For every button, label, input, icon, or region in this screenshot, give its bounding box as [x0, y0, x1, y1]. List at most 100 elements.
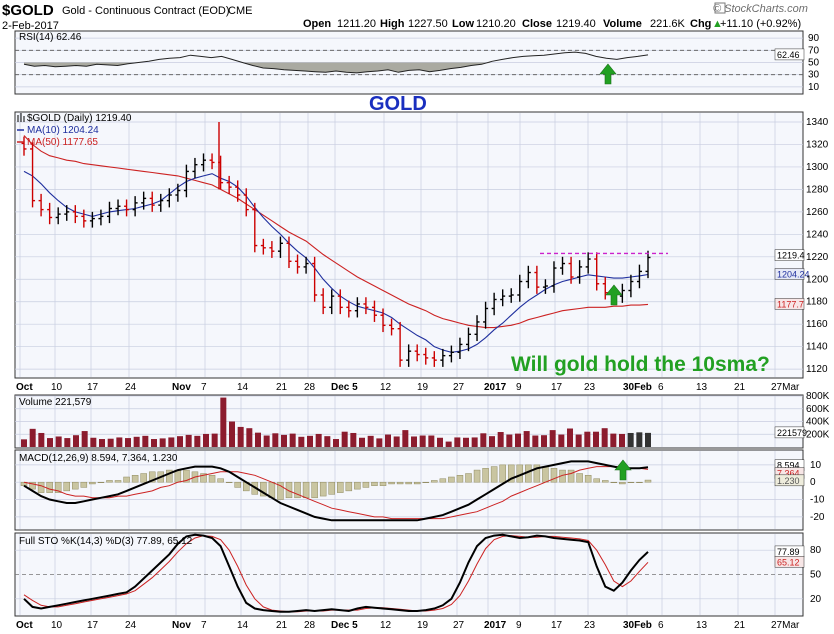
- price-x-tick-label: Nov: [172, 382, 191, 393]
- open-value: 1211.20: [337, 18, 376, 30]
- volume-bar: [523, 431, 530, 447]
- price-x-tick-label: 30Feb: [623, 382, 652, 393]
- macd-histogram-bar: [619, 481, 626, 485]
- ma10-legend: MA(10) 1204.24: [17, 125, 99, 136]
- volume-bar: [567, 428, 573, 447]
- macd-histogram-bar: [140, 473, 147, 483]
- ma50-legend: MA(50) 1177.65: [17, 137, 98, 148]
- macd-histogram-bar: [166, 469, 173, 483]
- volume-bar: [610, 433, 617, 447]
- sto-x-tick-label: 7: [201, 620, 207, 631]
- volume-bar: [99, 439, 105, 447]
- volume-tick-label: 800K: [806, 391, 830, 402]
- volume-bar: [38, 432, 45, 447]
- volume-bar: [515, 433, 521, 447]
- volume-bar: [333, 439, 339, 447]
- price-layer: 1219.4 1204.24 1177.7: [21, 121, 810, 367]
- macd-histogram-bar: [89, 481, 96, 485]
- macd-histogram-bar: [131, 475, 139, 483]
- macd-histogram-bar: [29, 481, 36, 490]
- price-x-tick-label: 21: [276, 382, 288, 393]
- price-tick-label: 1300: [806, 162, 829, 173]
- high-label: High: [380, 18, 405, 30]
- green-up-arrow-icon: [614, 459, 632, 481]
- sto-x-tick-label: 9: [516, 620, 522, 631]
- macd-histogram-bar: [362, 481, 370, 488]
- volume-bar: [29, 428, 36, 447]
- sto-k-line: [23, 533, 649, 613]
- volume-bar: [419, 435, 426, 447]
- macd-histogram-bar: [482, 468, 489, 483]
- volume-bar: [376, 438, 383, 447]
- volume-bar: [289, 433, 296, 447]
- rsi-layer: 62.46: [15, 48, 805, 76]
- sto-d-last-value: 65.12: [777, 557, 800, 567]
- macd-histogram-bar: [277, 481, 284, 500]
- volume-bar: [471, 437, 478, 447]
- volume-bar: [220, 397, 227, 447]
- volume-bar: [636, 432, 643, 447]
- macd-tick-label: 0: [810, 477, 816, 488]
- volume-bar: [125, 438, 131, 447]
- volume-bar: [229, 421, 235, 447]
- macd-histogram-bar: [431, 480, 438, 483]
- volume-bar: [55, 436, 62, 447]
- sto-x-tick-label: 19: [417, 620, 429, 631]
- sto-k-last-value: 77.89: [777, 547, 800, 557]
- axis-labels: 1030507090112011401160118012001220124012…: [16, 33, 830, 631]
- volume-label: Volume: [603, 18, 642, 30]
- green-up-arrow-icon: [605, 284, 623, 306]
- sto-x-tick-label: 23: [584, 620, 596, 631]
- volume-bar: [211, 433, 218, 447]
- macd-histogram-bar: [507, 464, 515, 483]
- macd-histogram-bar: [225, 481, 233, 483]
- macd-histogram-bar: [422, 481, 430, 483]
- volume-bar: [64, 438, 71, 447]
- price-x-tick-label: Oct: [16, 382, 33, 393]
- macd-last-value: 8.594: [777, 461, 800, 471]
- macd-histogram-bar: [200, 473, 207, 483]
- volume-bar: [541, 435, 547, 447]
- macd-histogram-bar: [567, 469, 575, 483]
- sto-x-tick-label: Oct: [16, 620, 33, 631]
- macd-histogram-bar: [183, 469, 190, 483]
- sto-x-tick-label: 12: [380, 620, 392, 631]
- price-x-tick-label: 28: [304, 382, 316, 393]
- sto-x-tick-label: 30Feb: [623, 620, 652, 631]
- rsi-last-value: 62.46: [777, 50, 800, 60]
- rsi-tick-label: 30: [808, 70, 820, 81]
- volume-bar: [627, 432, 634, 447]
- macd-histogram-bar: [114, 480, 122, 483]
- macd-histogram-bar: [72, 481, 79, 490]
- macd-histogram-bar: [285, 481, 293, 499]
- volume-bar: [428, 435, 435, 447]
- chart-date: 2-Feb-2017: [2, 20, 59, 32]
- volume-bar: [437, 437, 443, 447]
- macd-histogram-bar: [456, 475, 464, 483]
- volume-bar: [281, 434, 287, 447]
- sto-x-tick-label: 13: [696, 620, 708, 631]
- sto-x-tick-label: 21: [734, 620, 746, 631]
- volume-bar: [246, 428, 253, 447]
- macd-histogram-bar: [627, 481, 635, 483]
- macd-histogram-bar: [354, 481, 361, 490]
- volume-bar: [185, 434, 192, 447]
- ma10-label: MA(10) 1204.24: [27, 125, 99, 136]
- rsi-below50-fill: [24, 62, 648, 73]
- macd-histogram-bar: [345, 481, 353, 492]
- volume-bar: [601, 428, 608, 447]
- symbol-title: $GOLD: [2, 2, 54, 19]
- macd-tick-label: -10: [810, 495, 825, 506]
- volume-layer: 221579: [21, 397, 807, 447]
- contract-name: Gold - Continuous Contract (EOD): [62, 5, 230, 17]
- macd-line: [23, 460, 649, 522]
- price-tick-label: 1180: [806, 297, 828, 308]
- volume-bar: [133, 436, 140, 447]
- macd-legend: MACD(12,26,9) 8.594, 7.364, 1.230: [19, 453, 178, 464]
- volume-bar: [532, 435, 539, 447]
- macd-histogram-bar: [396, 481, 404, 485]
- low-value: 1210.20: [476, 18, 516, 30]
- bar-chart-icon: [17, 113, 25, 122]
- close-label: Close: [522, 18, 552, 30]
- rsi-legend: RSI(14) 62.46: [19, 32, 82, 43]
